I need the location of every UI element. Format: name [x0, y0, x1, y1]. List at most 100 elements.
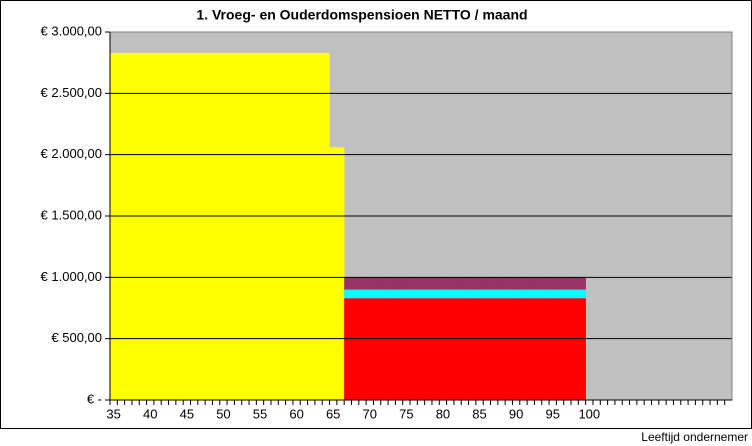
bar-segment: [483, 289, 491, 299]
y-tick-label: € 1.000,00: [41, 269, 102, 284]
x-tick-label: 40: [143, 406, 157, 421]
bar-segment: [410, 277, 418, 290]
bar-segment: [417, 277, 425, 290]
bar-segment: [534, 289, 543, 299]
bar-segment: [351, 298, 360, 400]
x-tick-label: 85: [472, 406, 486, 421]
bar-segment: [453, 298, 462, 400]
bar-segment: [285, 52, 294, 400]
bar-segment: [344, 277, 352, 290]
x-tick-label: 90: [509, 406, 523, 421]
bar-segment: [351, 289, 360, 299]
x-tick-label: 50: [216, 406, 230, 421]
bar-segment: [395, 289, 404, 299]
bar-segment: [497, 277, 506, 290]
bar-segment: [373, 298, 382, 400]
bar-segment: [417, 298, 425, 400]
bar-segment: [395, 277, 404, 290]
bar-segment: [527, 298, 535, 400]
bar-segment: [366, 298, 374, 400]
bar-segment: [527, 277, 535, 290]
bar-segment: [358, 277, 367, 290]
bar-segment: [541, 298, 550, 400]
x-tick-label: 70: [363, 406, 377, 421]
bar-segment: [446, 298, 455, 400]
bar-segment: [131, 52, 140, 400]
x-tick-label: 55: [253, 406, 267, 421]
bar-segment: [475, 277, 484, 290]
bar-segment: [497, 298, 506, 400]
bar-segment: [234, 52, 243, 400]
x-tick-label: 65: [326, 406, 340, 421]
bar-segment: [512, 277, 521, 290]
bar-segment: [483, 298, 491, 400]
bar-segment: [527, 289, 535, 299]
bar-segment: [475, 289, 484, 299]
bar-segment: [563, 289, 572, 299]
bar-segment: [461, 277, 469, 290]
y-tick-label: € 2.000,00: [41, 146, 102, 161]
bar-segment: [512, 289, 521, 299]
bar-segment: [336, 147, 345, 400]
bar-segment: [534, 277, 543, 290]
bar-segment: [490, 277, 499, 290]
bar-segment: [380, 289, 389, 299]
bar-segment: [300, 52, 308, 400]
bar-segment: [380, 298, 389, 400]
bar-segment: [417, 289, 425, 299]
bar-segment: [563, 277, 572, 290]
bar-segment: [578, 277, 586, 290]
x-tick-label: 60: [289, 406, 303, 421]
bar-segment: [153, 52, 162, 400]
bar-segment: [431, 298, 440, 400]
y-tick-label: € 500,00: [51, 330, 102, 345]
bar-segment: [366, 277, 374, 290]
bar-segment: [402, 277, 411, 290]
bar-segment: [278, 52, 286, 400]
y-tick-label: € -: [87, 391, 102, 406]
bar-segment: [439, 298, 447, 400]
bar-segment: [519, 298, 528, 400]
bar-segment: [475, 298, 484, 400]
bar-segment: [563, 298, 572, 400]
bar-segment: [424, 289, 433, 299]
bar-segment: [329, 147, 338, 400]
bar-segment: [146, 52, 155, 400]
bar-segment: [175, 52, 184, 400]
bar-segment: [549, 298, 557, 400]
bar-segment: [373, 277, 382, 290]
bar-segment: [358, 298, 367, 400]
x-tick-label: 35: [106, 406, 120, 421]
bar-segment: [446, 289, 455, 299]
bar-segment: [439, 289, 447, 299]
bar-segment: [402, 289, 411, 299]
bar-segment: [410, 298, 418, 400]
bar-segment: [490, 289, 499, 299]
bar-segment: [402, 298, 411, 400]
bar-segment: [373, 289, 382, 299]
bar-segment: [556, 277, 564, 290]
bar-segment: [534, 298, 543, 400]
bar-segment: [578, 298, 586, 400]
bar-segment: [461, 289, 469, 299]
bar-segment: [190, 52, 199, 400]
bar-segment: [292, 52, 301, 400]
x-tick-label: 80: [436, 406, 450, 421]
bar-segment: [168, 52, 177, 400]
bar-segment: [497, 289, 506, 299]
bar-segment: [453, 289, 462, 299]
bar-segment: [307, 52, 316, 400]
bar-segment: [314, 52, 323, 400]
bar-segment: [344, 298, 352, 400]
x-tick-label: 45: [180, 406, 194, 421]
bar-segment: [424, 277, 433, 290]
bar-segment: [468, 289, 477, 299]
bar-segment: [505, 298, 513, 400]
bar-segment: [249, 52, 257, 400]
bar-segment: [556, 289, 564, 299]
bar-segment: [117, 52, 125, 400]
bar-segment: [270, 52, 279, 400]
bar-segment: [139, 52, 147, 400]
bar-segment: [571, 298, 579, 400]
